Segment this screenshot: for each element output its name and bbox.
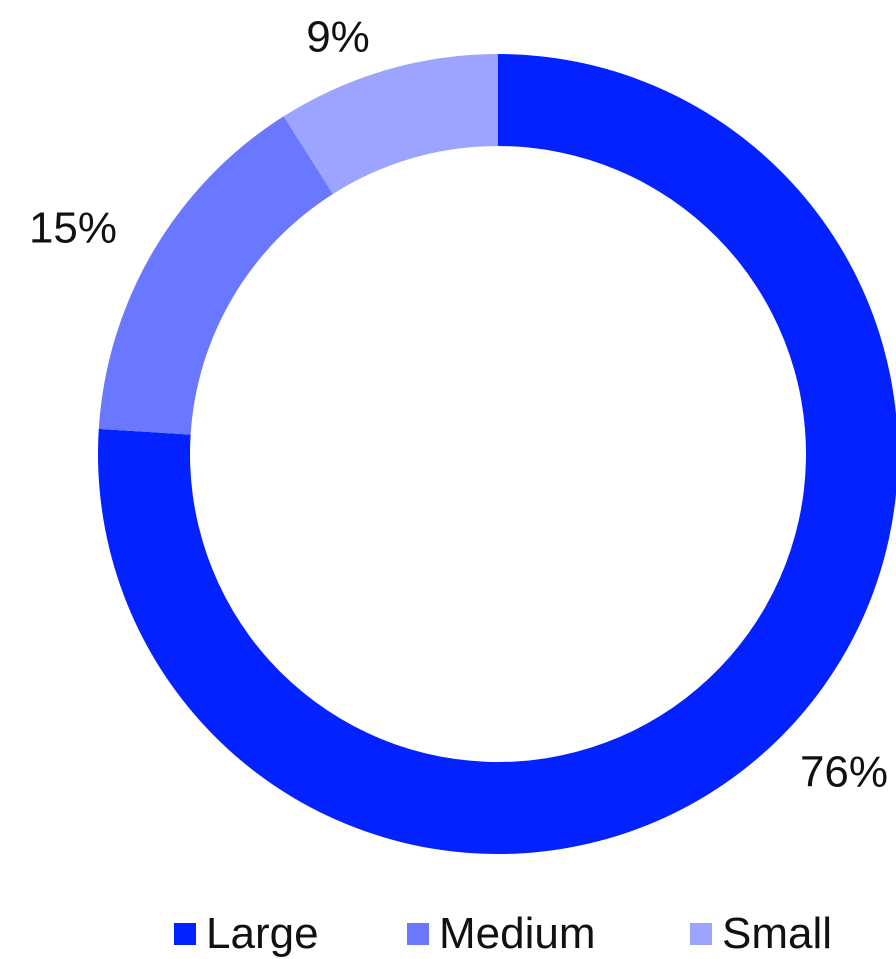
slice-label-medium: 15% xyxy=(29,204,117,253)
legend-swatch-medium xyxy=(407,923,429,945)
slice-label-large: 76% xyxy=(800,748,888,797)
legend-label-medium: Medium xyxy=(439,908,596,959)
legend-item-medium: Medium xyxy=(407,908,596,959)
slice-medium xyxy=(99,116,333,434)
legend-swatch-large xyxy=(174,923,196,945)
legend-label-small: Small xyxy=(722,908,832,959)
legend-label-large: Large xyxy=(206,908,319,959)
slice-label-small: 9% xyxy=(306,13,370,62)
legend-swatch-small xyxy=(690,923,712,945)
legend-item-small: Small xyxy=(690,908,832,959)
legend-item-large: Large xyxy=(174,908,319,959)
donut-slices xyxy=(98,54,896,854)
chart-legend: Large Medium Small xyxy=(0,908,896,959)
